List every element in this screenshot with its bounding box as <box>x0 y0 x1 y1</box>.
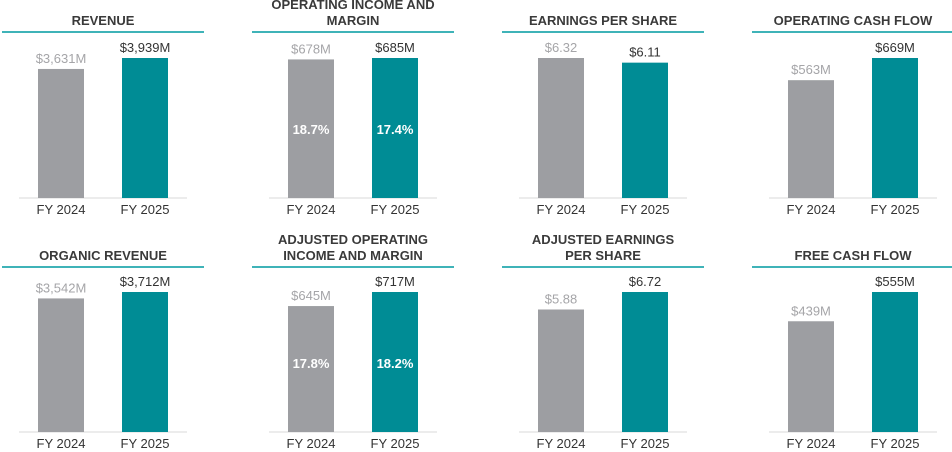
data-label: $6.32 <box>545 40 578 55</box>
bar-fy-2024 <box>38 68 84 199</box>
bar-fy-2024 <box>288 306 334 432</box>
bar-fy-2025 <box>122 292 168 432</box>
x-tick-label: FY 2024 <box>287 202 336 217</box>
x-tick-label: FY 2024 <box>287 436 336 451</box>
bar-fy-2025 <box>622 292 668 432</box>
data-label: $645M <box>291 288 331 303</box>
panel-title: OPERATING CASH FLOW <box>774 13 933 28</box>
bar-fy-2025 <box>372 58 418 198</box>
x-tick-label: FY 2025 <box>371 436 420 451</box>
data-label: $3,542M <box>36 280 87 295</box>
data-label: $555M <box>875 274 915 289</box>
data-label: $669M <box>875 40 915 55</box>
data-label: $3,939M <box>120 40 171 55</box>
x-tick-label: FY 2025 <box>371 202 420 217</box>
data-label: $685M <box>375 40 415 55</box>
bar-fy-2024 <box>538 309 584 432</box>
margin-label: 18.2% <box>377 356 414 371</box>
x-tick-label: FY 2024 <box>787 436 836 451</box>
x-tick-label: FY 2024 <box>537 202 586 217</box>
x-tick-label: FY 2025 <box>621 202 670 217</box>
x-tick-label: FY 2024 <box>537 436 586 451</box>
data-label: $6.11 <box>629 45 661 60</box>
x-tick-label: FY 2025 <box>871 202 920 217</box>
panel-title: PER SHARE <box>565 248 641 263</box>
panel-title: ADJUSTED OPERATING <box>278 232 428 247</box>
margin-label: 18.7% <box>293 122 330 137</box>
data-label: $439M <box>791 303 831 318</box>
data-label: $6.72 <box>629 274 662 289</box>
bar-fy-2025 <box>122 58 168 198</box>
data-label: $717M <box>375 274 415 289</box>
bar-fy-2024 <box>788 321 834 432</box>
bar-fy-2025 <box>872 292 918 432</box>
x-tick-label: FY 2025 <box>121 436 170 451</box>
data-label: $563M <box>791 62 831 77</box>
bar-fy-2025 <box>622 62 668 198</box>
panel-title: REVENUE <box>72 13 135 28</box>
data-label: $5.88 <box>545 292 578 307</box>
data-label: $3,712M <box>120 274 171 289</box>
margin-label: 17.8% <box>293 356 330 371</box>
panel-title: MARGIN <box>327 13 380 28</box>
bar-fy-2025 <box>872 58 918 198</box>
bar-fy-2024 <box>288 59 334 198</box>
panel-title: EARNINGS PER SHARE <box>529 13 677 28</box>
bar-fy-2024 <box>788 80 834 198</box>
bar-fy-2024 <box>538 58 584 198</box>
data-label: $3,631M <box>36 51 87 66</box>
bar-fy-2025 <box>372 292 418 432</box>
panel-title: ADJUSTED EARNINGS <box>532 232 675 247</box>
x-tick-label: FY 2024 <box>787 202 836 217</box>
margin-label: 17.4% <box>377 122 414 137</box>
x-tick-label: FY 2025 <box>871 436 920 451</box>
x-tick-label: FY 2024 <box>37 436 86 451</box>
panel-title: OPERATING INCOME AND <box>271 0 434 12</box>
x-tick-label: FY 2024 <box>37 202 86 217</box>
x-tick-label: FY 2025 <box>621 436 670 451</box>
data-label: $678M <box>291 41 331 56</box>
bar-fy-2024 <box>38 298 84 432</box>
panel-title: FREE CASH FLOW <box>795 248 913 263</box>
panel-title: ORGANIC REVENUE <box>39 248 167 263</box>
panel-title: INCOME AND MARGIN <box>283 248 423 263</box>
x-tick-label: FY 2025 <box>121 202 170 217</box>
